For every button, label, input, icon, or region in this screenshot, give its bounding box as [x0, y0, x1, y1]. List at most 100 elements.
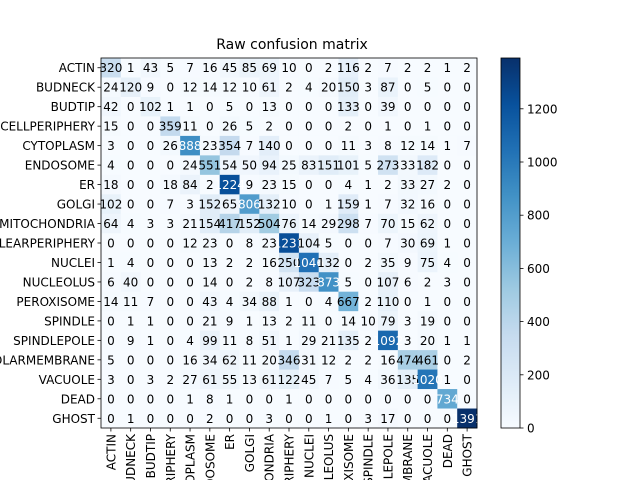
cell-value-label: 0	[345, 237, 353, 251]
cell-value-label: 16	[182, 353, 197, 367]
cell-value-label: 0	[107, 412, 115, 426]
cell-value-label: 1	[147, 334, 155, 348]
cell-value-label: 21	[321, 334, 336, 348]
colorbar-gradient	[500, 57, 521, 429]
heatmap-cell	[219, 135, 240, 156]
cell-value-label: 1	[127, 412, 135, 426]
heatmap-cell	[199, 233, 221, 254]
heatmap-cell	[437, 389, 458, 409]
heatmap-cell	[279, 96, 300, 117]
heatmap-cell	[378, 389, 399, 409]
heatmap-cell	[338, 155, 359, 176]
cell-value-label: 16	[420, 198, 435, 212]
cell-value-label: 7	[384, 198, 392, 212]
heatmap-cell	[259, 350, 280, 370]
heatmap-cell	[318, 213, 339, 234]
row-tick-label: ER	[79, 178, 95, 192]
heatmap-cell	[279, 311, 300, 332]
column-tick-label: ACTIN	[104, 434, 118, 470]
heatmap-cell	[199, 116, 221, 137]
heatmap-cell	[101, 291, 122, 312]
heatmap-cell	[140, 252, 161, 273]
cell-value-label: 24	[182, 159, 197, 173]
cell-value-label: 1	[384, 120, 392, 134]
heatmap-cell	[338, 174, 359, 195]
heatmap-cell	[397, 350, 419, 370]
heatmap-cell	[397, 135, 419, 156]
cell-value-label: 7	[325, 373, 333, 387]
cell-value-label: 5	[345, 373, 353, 387]
cell-value-label: 4	[325, 295, 333, 309]
cell-value-label: 250	[278, 256, 301, 270]
heatmap-cell	[417, 311, 438, 332]
cell-value-label: 320	[99, 61, 122, 75]
heatmap-cell	[358, 369, 379, 390]
heatmap-cell	[120, 233, 141, 254]
heatmap-cell	[219, 272, 240, 293]
cell-value-label: 69	[420, 237, 435, 251]
cell-value-label: 1	[285, 295, 293, 309]
heatmap-cell	[437, 135, 458, 156]
cell-value-label: 873	[317, 275, 340, 289]
heatmap-cell	[259, 58, 280, 78]
cell-value-label: 61	[262, 373, 277, 387]
cell-value-label: 346	[278, 353, 301, 367]
heatmap-cell	[259, 77, 280, 98]
heatmap-cell	[318, 135, 339, 156]
cell-value-label: 9	[127, 334, 135, 348]
cell-value-label: 11	[242, 353, 257, 367]
heatmap-cell	[298, 350, 320, 370]
heatmap-cell	[437, 291, 458, 312]
cell-value-label: 417	[218, 217, 241, 231]
cell-value-label: 0	[147, 159, 155, 173]
cell-value-label: 0	[226, 275, 234, 289]
heatmap-cell	[338, 233, 359, 254]
cell-value-label: 6	[404, 275, 412, 289]
heatmap-cell	[239, 116, 260, 137]
heatmap-cell	[378, 233, 399, 254]
heatmap-cell	[259, 213, 280, 234]
heatmap-cell	[259, 233, 280, 254]
heatmap-cell	[101, 389, 122, 409]
heatmap-cell	[140, 389, 161, 409]
cell-value-label: 11	[123, 295, 138, 309]
cell-value-label: 0	[404, 100, 412, 114]
cell-value-label: 1	[443, 61, 451, 75]
cell-value-label: 0	[127, 373, 135, 387]
heatmap-cell	[417, 155, 438, 176]
heatmap-cell	[417, 96, 438, 117]
heatmap-cell	[397, 311, 419, 332]
cell-value-label: 0	[147, 392, 155, 406]
heatmap-cell	[199, 272, 221, 293]
cell-value-label: 70	[380, 217, 395, 231]
heatmap-cell	[457, 369, 478, 390]
cell-value-label: 0	[443, 217, 451, 231]
cell-value-label: 0	[206, 100, 214, 114]
cell-value-label: 0	[147, 275, 155, 289]
cell-value-label: 0	[463, 295, 471, 309]
cell-value-label: 1	[443, 373, 451, 387]
cell-value-label: 0	[424, 412, 432, 426]
row-tick-label: ACTIN	[59, 61, 95, 75]
heatmap-cell	[358, 96, 379, 117]
cell-value-label: 99	[202, 334, 217, 348]
cell-value-label: 0	[404, 412, 412, 426]
cell-value-label: 1	[285, 392, 293, 406]
row-tick-label: CELLPERIPHERY	[0, 120, 95, 134]
cell-value-label: 0	[166, 159, 174, 173]
cell-value-label: 88	[262, 295, 277, 309]
heatmap-cell	[318, 116, 339, 137]
cell-value-label: 0	[364, 100, 372, 114]
cell-value-label: 0	[463, 275, 471, 289]
heatmap-cell	[101, 252, 122, 273]
column-tick-labels: ACTIN BUDNECK BUDTIP CELLPERIPHERY CYTOPLASM…	[104, 428, 475, 480]
cell-value-label: 34	[242, 295, 257, 309]
heatmap-cell	[101, 135, 122, 156]
cell-value-label: 8	[206, 392, 214, 406]
colorbar-tick-label: 0	[527, 422, 535, 436]
cell-value-label: 0	[246, 392, 254, 406]
colorbar: 0 200 400 600 800 1000 1200	[500, 57, 558, 436]
cell-value-label: 151	[317, 159, 340, 173]
cell-value-label: 1	[364, 178, 372, 192]
heatmap-cell	[397, 194, 419, 215]
